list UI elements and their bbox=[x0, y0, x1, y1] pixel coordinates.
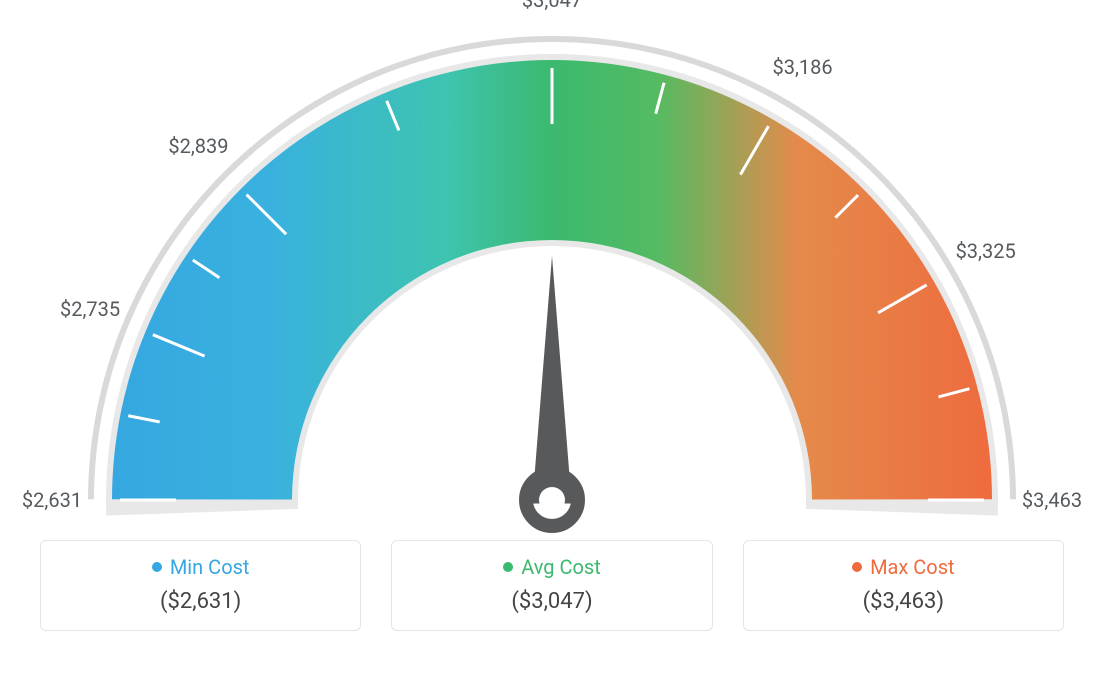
gauge-tick-label: $2,839 bbox=[168, 134, 228, 158]
avg-dot bbox=[503, 562, 513, 572]
gauge-svg bbox=[0, 0, 1104, 540]
max-cost-card: Max Cost ($3,463) bbox=[743, 540, 1064, 631]
gauge-tick-label: $3,186 bbox=[772, 55, 832, 79]
min-dot bbox=[152, 562, 162, 572]
legend-row: Min Cost ($2,631) Avg Cost ($3,047) Max … bbox=[0, 540, 1104, 631]
min-cost-value: ($2,631) bbox=[51, 589, 350, 614]
avg-cost-card: Avg Cost ($3,047) bbox=[391, 540, 712, 631]
min-cost-label: Min Cost bbox=[170, 555, 250, 579]
avg-cost-label: Avg Cost bbox=[521, 555, 601, 579]
gauge-tick-label: $2,735 bbox=[60, 297, 120, 321]
max-cost-label: Max Cost bbox=[870, 555, 955, 579]
max-dot bbox=[852, 562, 862, 572]
gauge-tick-label: $3,047 bbox=[522, 0, 582, 12]
avg-cost-value: ($3,047) bbox=[402, 589, 701, 614]
gauge-tick-label: $2,631 bbox=[22, 488, 82, 512]
max-cost-value: ($3,463) bbox=[754, 589, 1053, 614]
cost-gauge: $2,631 $2,735 $2,839 $3,047 $3,186 $3,325 $3,4… bbox=[0, 0, 1104, 540]
gauge-tick-label: $3,463 bbox=[1022, 488, 1082, 512]
min-cost-card: Min Cost ($2,631) bbox=[40, 540, 361, 631]
gauge-tick-label: $3,325 bbox=[956, 239, 1016, 263]
